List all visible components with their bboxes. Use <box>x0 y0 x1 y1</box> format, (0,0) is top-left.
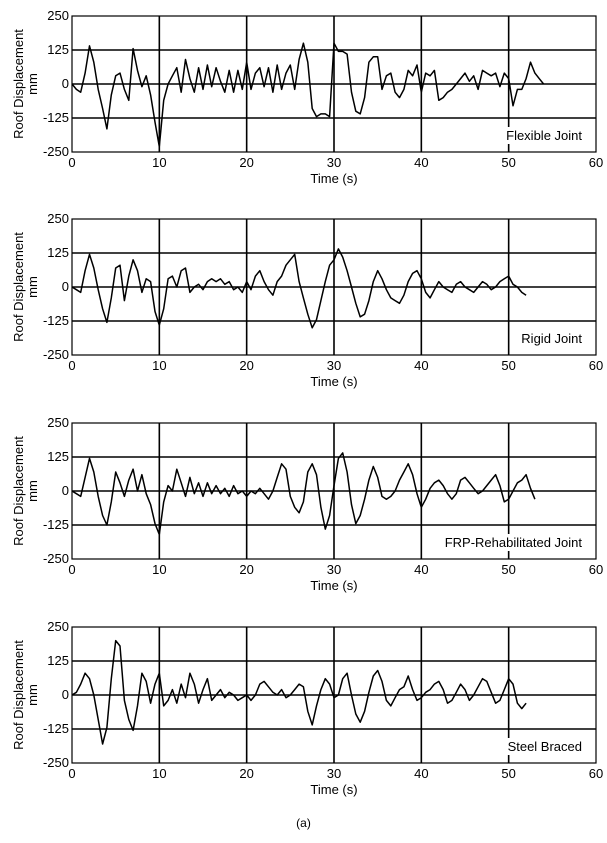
y-tick-label: 0 <box>62 279 69 294</box>
x-tick-label: 60 <box>589 155 603 170</box>
series-line <box>71 248 527 329</box>
x-tick-label: 10 <box>152 562 166 577</box>
x-axis-label: Time (s) <box>310 578 357 593</box>
series-line <box>71 452 536 536</box>
series-annotation: Rigid Joint <box>521 331 582 346</box>
y-tick-label: 250 <box>47 211 69 226</box>
y-axis-unit: mm <box>25 276 40 298</box>
x-tick-label: 20 <box>239 358 253 373</box>
x-tick-label: 0 <box>68 155 75 170</box>
figure-caption: (a) <box>296 816 311 830</box>
x-tick-label: 30 <box>327 155 341 170</box>
series-annotation: Steel Braced <box>508 739 582 754</box>
series-annotation: FRP-Rehabilitated Joint <box>445 535 583 550</box>
x-tick-label: 10 <box>152 155 166 170</box>
y-tick-label: 125 <box>47 653 69 668</box>
x-tick-label: 40 <box>414 358 428 373</box>
x-tick-label: 10 <box>152 358 166 373</box>
annotation-background <box>504 738 585 755</box>
x-tick-label: 20 <box>239 766 253 781</box>
x-tick-label: 40 <box>414 766 428 781</box>
x-tick-label: 30 <box>327 562 341 577</box>
x-axis-label: Time (s) <box>310 171 357 186</box>
y-tick-label: 250 <box>47 619 69 634</box>
x-tick-label: 10 <box>152 766 166 781</box>
x-tick-label: 60 <box>589 562 603 577</box>
x-axis-label: Time (s) <box>310 374 357 389</box>
y-tick-label: -125 <box>43 721 69 736</box>
x-tick-label: 20 <box>239 155 253 170</box>
y-tick-label: -125 <box>43 110 69 125</box>
x-tick-label: 50 <box>501 766 515 781</box>
series-line <box>71 42 545 148</box>
y-tick-label: -125 <box>43 517 69 532</box>
y-tick-label: 125 <box>47 449 69 464</box>
x-axis-label: Time (s) <box>310 782 357 797</box>
x-tick-label: 50 <box>501 155 515 170</box>
x-tick-label: 20 <box>239 562 253 577</box>
x-tick-label: 0 <box>68 562 75 577</box>
x-tick-label: 60 <box>589 358 603 373</box>
series-line <box>71 639 527 745</box>
y-tick-label: 0 <box>62 687 69 702</box>
y-axis-label: Roof Displacement <box>11 436 26 546</box>
y-tick-label: -125 <box>43 313 69 328</box>
annotation-background <box>518 330 586 347</box>
y-tick-label: 250 <box>47 8 69 23</box>
y-tick-label: 125 <box>47 42 69 57</box>
x-tick-label: 50 <box>501 562 515 577</box>
y-tick-label: -250 <box>43 551 69 566</box>
x-tick-label: 0 <box>68 358 75 373</box>
y-axis-unit: mm <box>25 480 40 502</box>
y-tick-label: -250 <box>43 347 69 362</box>
y-tick-label: -250 <box>43 755 69 770</box>
y-tick-label: 125 <box>47 245 69 260</box>
y-axis-label: Roof Displacement <box>11 29 26 139</box>
series-annotation: Flexible Joint <box>506 128 582 143</box>
x-tick-label: 40 <box>414 562 428 577</box>
y-tick-label: -250 <box>43 144 69 159</box>
x-tick-label: 50 <box>501 358 515 373</box>
annotation-background <box>441 534 586 551</box>
x-tick-label: 30 <box>327 358 341 373</box>
y-axis-unit: mm <box>25 684 40 706</box>
x-tick-label: 30 <box>327 766 341 781</box>
x-tick-label: 40 <box>414 155 428 170</box>
y-tick-label: 0 <box>62 76 69 91</box>
x-tick-label: 0 <box>68 766 75 781</box>
y-axis-unit: mm <box>25 73 40 95</box>
annotation-background <box>503 127 586 144</box>
y-axis-label: Roof Displacement <box>11 640 26 750</box>
y-axis-label: Roof Displacement <box>11 232 26 342</box>
y-tick-label: 250 <box>47 415 69 430</box>
x-tick-label: 60 <box>589 766 603 781</box>
y-tick-label: 0 <box>62 483 69 498</box>
